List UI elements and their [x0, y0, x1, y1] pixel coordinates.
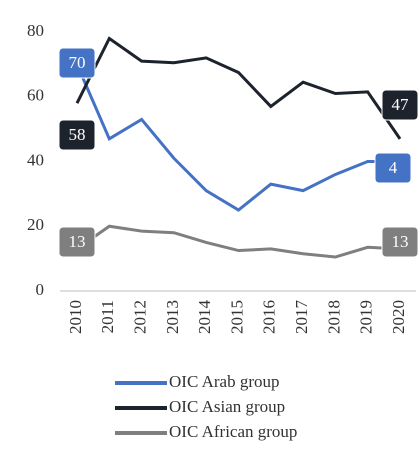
y-tick-label: 0 — [36, 280, 45, 299]
data-label-box — [58, 47, 96, 79]
x-tick-label: 2010 — [66, 300, 85, 334]
x-tick-label: 2012 — [131, 300, 150, 334]
data-label: 13 — [69, 232, 86, 251]
data-label: 47 — [392, 95, 410, 114]
x-tick-label: 2013 — [163, 300, 182, 334]
data-label-box — [381, 89, 419, 121]
x-tick-label: 2018 — [324, 300, 343, 334]
x-tick-label: 2017 — [292, 300, 311, 335]
x-tick-label: 2014 — [195, 300, 214, 335]
x-tick-label: 2016 — [260, 300, 279, 334]
series-line — [75, 63, 400, 212]
data-label-box — [58, 226, 96, 258]
series-line — [76, 224, 401, 259]
series-line — [75, 36, 402, 140]
y-tick-label: 20 — [27, 215, 44, 234]
data-label: 58 — [69, 125, 86, 144]
x-tick-label: 2011 — [98, 300, 117, 333]
x-tick-label: 2015 — [227, 300, 246, 334]
data-label: 13 — [392, 232, 409, 251]
x-tick-label: 2019 — [357, 300, 376, 334]
data-label: 4 — [389, 158, 398, 177]
legend-label: OIC Asian group — [169, 397, 285, 416]
y-tick-label: 40 — [27, 150, 44, 169]
data-label: 70 — [69, 53, 86, 72]
y-tick-label: 60 — [27, 86, 44, 105]
data-label-box — [58, 119, 96, 151]
x-tick-label: 2020 — [389, 300, 408, 334]
data-label-box — [374, 152, 412, 184]
data-label-box — [381, 226, 419, 258]
legend-label: OIC Arab group — [169, 372, 279, 391]
y-tick-label: 80 — [27, 21, 44, 40]
legend-label: OIC African group — [169, 422, 297, 441]
